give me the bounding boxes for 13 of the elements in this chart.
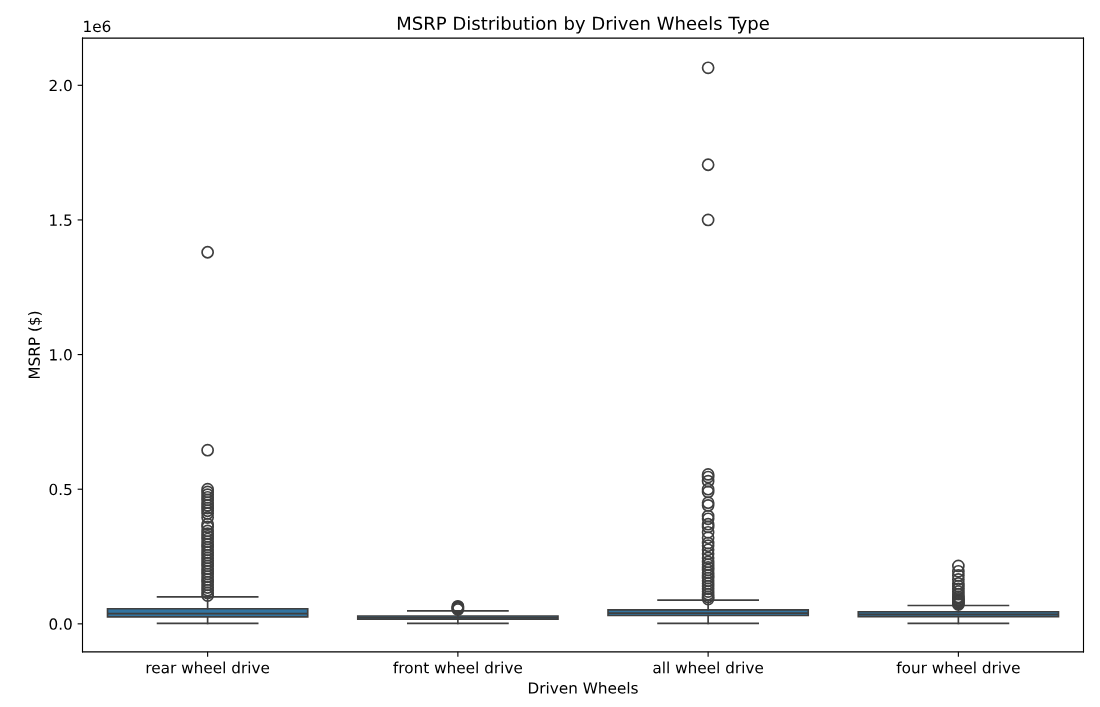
y-tick-label: 1.5: [50, 214, 72, 226]
y-tick-label: 2.0: [49, 79, 72, 92]
y-tick-label: 0.0: [49, 618, 72, 630]
y-tick-label: 0.5: [49, 483, 72, 496]
x-tick-label: all wheel drive: [653, 661, 764, 674]
x-tick-label: rear wheel drive: [146, 661, 270, 674]
x-tick-label: front wheel drive: [393, 661, 523, 674]
x-axis-title: Driven Wheels: [528, 681, 638, 694]
chart-title: MSRP Distribution by Driven Wheels Type: [397, 16, 769, 34]
y-tick-label: 1.0: [50, 349, 72, 361]
x-tick-label: four wheel drive: [896, 661, 1020, 674]
text: 1e6: [84, 20, 111, 33]
y-axis-title: MSRP ($): [28, 311, 42, 379]
